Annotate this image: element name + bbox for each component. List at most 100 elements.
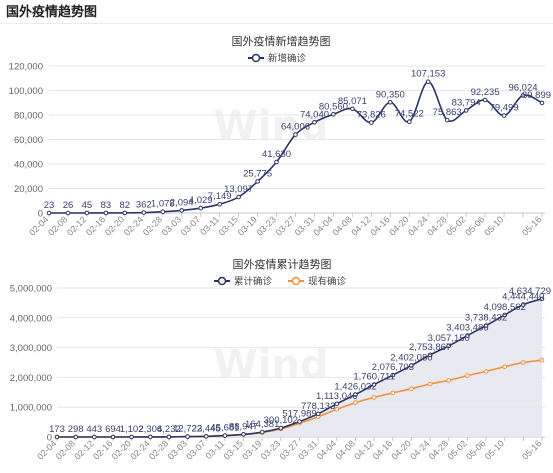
watermark-logo: Wind	[214, 342, 329, 388]
data-label: 83	[101, 200, 112, 211]
y-tick-label: 100,000	[9, 86, 43, 97]
data-point	[110, 434, 116, 440]
data-label: 1,102	[120, 424, 144, 435]
data-point	[483, 369, 489, 374]
data-point	[312, 120, 317, 125]
data-label: 7,149	[208, 191, 232, 202]
data-label: 79,499	[490, 103, 519, 114]
x-tick-label: 04-20	[387, 214, 410, 237]
page-header: 国外疫情趋势图	[0, 0, 553, 24]
x-tick-label: 04-20	[389, 438, 412, 461]
data-label: 88,947	[229, 421, 258, 432]
y-tick-label: 4,000,000	[10, 313, 52, 324]
x-tick-label: 03-23	[259, 438, 282, 461]
x-tick-label: 04-28	[425, 214, 448, 237]
data-point	[278, 425, 284, 431]
data-point	[390, 390, 396, 396]
legend-circle-icon	[217, 276, 227, 286]
new-cases-chart: Wind 国外疫情新增趋势图 新增确诊 0 20,000 40,000 60,000 8…	[9, 34, 551, 238]
data-point	[160, 209, 166, 214]
data-label: 13,097	[224, 184, 253, 195]
data-point	[388, 100, 393, 105]
data-label: 83,794	[452, 97, 481, 108]
data-point	[103, 210, 109, 216]
data-label: 2,306	[138, 424, 162, 435]
data-label: 164,381	[245, 419, 279, 430]
data-point	[353, 400, 358, 406]
data-label: 778,133	[301, 401, 335, 412]
y-tick-label: 120,000	[9, 62, 43, 73]
data-point	[236, 194, 241, 200]
data-label: 1,760,711	[353, 372, 395, 383]
x-tick-label: 02-20	[110, 438, 133, 461]
data-label: 4,098,562	[484, 302, 526, 313]
data-point	[315, 411, 321, 417]
x-tick-label: 03-03	[166, 438, 189, 461]
data-point	[463, 108, 469, 113]
data-point	[84, 210, 90, 216]
data-point	[371, 395, 377, 400]
data-label: 41,630	[262, 149, 291, 160]
data-point	[65, 210, 71, 216]
data-label: 92,235	[471, 87, 500, 98]
x-tick-label: 04-16	[371, 438, 394, 461]
data-point	[425, 79, 431, 84]
legend-item-current-confirmed[interactable]: 现有确诊	[288, 276, 347, 288]
data-point	[241, 432, 246, 437]
x-tick-label: 04-08	[330, 214, 353, 237]
data-point	[217, 201, 222, 207]
data-point	[198, 205, 203, 211]
legend-item-cumulative-confirmed[interactable]: 累计确诊	[214, 276, 273, 288]
legend: 累计确诊 现有确诊	[214, 276, 347, 288]
data-point	[465, 333, 470, 338]
data-point	[274, 159, 279, 165]
x-tick-label: 02-16	[84, 214, 107, 237]
legend-label: 累计确诊	[234, 276, 273, 288]
data-point	[502, 312, 508, 318]
x-tick-label: 03-31	[296, 438, 319, 461]
data-label: 517,989	[282, 409, 316, 420]
x-tick-label: 03-31	[293, 214, 316, 237]
data-point	[501, 113, 507, 118]
x-tick-label: 04-28	[427, 438, 450, 461]
chart-title: 国外疫情新增趋势图	[232, 34, 331, 48]
data-point	[520, 93, 526, 98]
data-point	[539, 100, 545, 106]
data-label: 82	[120, 200, 131, 211]
data-label: 1,113,046	[316, 391, 358, 402]
x-tick-label: 03-19	[240, 438, 263, 461]
x-tick-label: 04-24	[406, 214, 429, 237]
data-point	[502, 364, 508, 370]
data-point	[444, 117, 450, 123]
y-tick-label: 5,000,000	[10, 284, 52, 295]
data-point	[483, 323, 489, 328]
data-point	[371, 382, 377, 387]
data-point	[46, 210, 52, 216]
x-tick-label: 04-16	[368, 214, 391, 237]
legend-label: 现有确诊	[308, 276, 347, 288]
data-label: 23	[44, 200, 55, 211]
x-tick-label: 03-27	[274, 214, 297, 237]
x-tick-label: 03-11	[198, 214, 221, 237]
data-label: 2,753,867	[409, 342, 451, 353]
data-point	[203, 434, 209, 439]
x-tick-label: 02-08	[46, 214, 69, 237]
x-tick-label: 04-04	[311, 214, 334, 237]
x-tick-label: 02-24	[122, 214, 145, 237]
data-label: 73,826	[357, 110, 386, 121]
data-label: 89,899	[522, 90, 551, 101]
series	[46, 79, 545, 216]
data-label: 298	[68, 424, 84, 435]
x-tick-label: 02-16	[91, 438, 114, 461]
data-label: 2,094	[170, 197, 194, 208]
x-tick-label: 02-12	[65, 214, 88, 237]
legend-item-new-confirmed[interactable]: 新增确诊	[248, 53, 307, 65]
watermark-logo: Wind	[214, 103, 329, 149]
x-tick-label: 05-10	[482, 214, 505, 237]
data-label: 96,024	[508, 82, 537, 93]
x-tick-label: 02-12	[72, 438, 95, 461]
legend-label: 新增确诊	[268, 53, 307, 65]
data-point	[465, 373, 470, 378]
data-label: 64,006	[281, 122, 310, 133]
y-tick-label: 0	[38, 209, 43, 220]
